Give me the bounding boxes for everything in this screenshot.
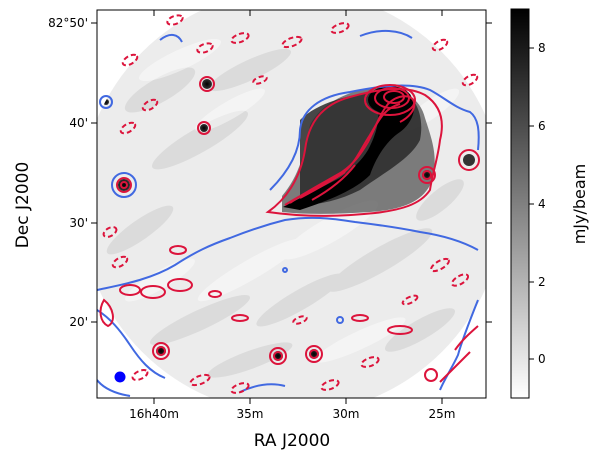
y-tick-label: 40' [69, 116, 88, 130]
y-tick-label: 20' [69, 315, 88, 329]
colorbar-tick-label: 8 [538, 41, 546, 55]
x-tick-label: 35m [237, 407, 264, 421]
beam-marker [114, 371, 126, 383]
x-tick-label: 25m [429, 407, 456, 421]
x-tick-label: 16h40m [129, 407, 179, 421]
y-tick-label: 82°50' [48, 16, 88, 30]
colorbar-ticks [529, 47, 534, 360]
x-tick-label: 30m [333, 407, 360, 421]
x-ticks [153, 10, 443, 404]
colorbar-tick-label: 2 [538, 275, 546, 289]
colorbar [510, 8, 530, 399]
plot-frame [96, 9, 487, 399]
red-contours [99, 76, 480, 383]
blue-contours [97, 30, 480, 397]
map-image [97, 10, 486, 398]
colorbar-tick-label: 6 [538, 119, 546, 133]
red-dashed-contours [102, 14, 479, 394]
y-tick-label: 30' [69, 216, 88, 230]
y-axis-title: Dec J2000 [13, 162, 33, 249]
colorbar-tick-label: 4 [538, 197, 546, 211]
y-ticks [91, 22, 492, 323]
x-axis-title: RA J2000 [254, 431, 330, 451]
colorbar-title: mJy/beam [570, 164, 589, 245]
colorbar-tick-label: 0 [538, 352, 546, 366]
